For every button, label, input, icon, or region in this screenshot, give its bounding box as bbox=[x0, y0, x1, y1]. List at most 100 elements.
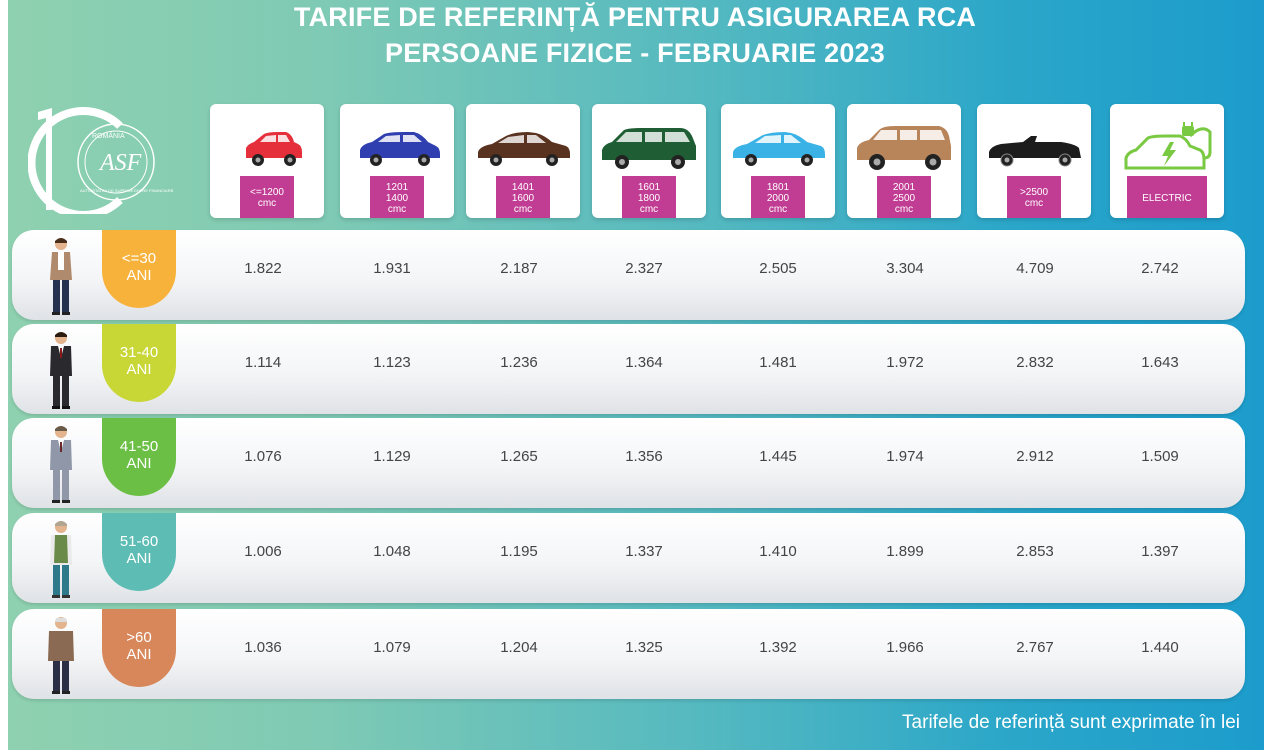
person-icon-row-4 bbox=[46, 519, 76, 599]
badge-line-2: 2000 bbox=[766, 192, 790, 204]
badge-line-1: 1401 bbox=[511, 181, 535, 193]
person-icon-row-5 bbox=[46, 615, 76, 695]
table-row-age-51-60: 51-60 ANI 1.006 1.048 1.195 1.337 1.410 … bbox=[12, 513, 1245, 603]
column-header-1401-1600: 1401 1600 cmc bbox=[466, 104, 580, 218]
rate-cell: 1.397 bbox=[1141, 543, 1179, 560]
minivan-icon bbox=[602, 128, 696, 169]
rate-cell: 1.931 bbox=[373, 260, 411, 277]
column-header-2001-2500: 2001 2500 cmc bbox=[847, 104, 961, 218]
age-tab: 31-40 ANI bbox=[102, 324, 176, 402]
rate-cell: 2.742 bbox=[1141, 260, 1179, 277]
rate-cell: 2.853 bbox=[1016, 543, 1054, 560]
rate-cell: 1.236 bbox=[500, 354, 538, 371]
table-row-age-41-50: 41-50 ANI 1.076 1.129 1.265 1.356 1.445 … bbox=[12, 418, 1245, 508]
column-header-1201-1400: 1201 1400 cmc bbox=[340, 104, 454, 218]
rate-cell: 1.643 bbox=[1141, 354, 1179, 371]
badge-line-1: ELECTRIC bbox=[1142, 192, 1192, 204]
convertible-car-icon bbox=[989, 136, 1081, 167]
age-range: 51-60 bbox=[119, 533, 159, 550]
capacity-badge: >2500 cmc bbox=[1007, 176, 1061, 218]
asf-10-logo-icon: ROMÂNIA ASF AUTORITATEA DE SUPRAVEGHERE … bbox=[27, 107, 174, 219]
rate-cell: 1.076 bbox=[244, 448, 282, 465]
age-unit: ANI bbox=[126, 455, 152, 472]
badge-line-2: 1600 bbox=[511, 192, 535, 204]
rate-cell: 1.972 bbox=[886, 354, 924, 371]
rate-cell: 1.114 bbox=[244, 354, 282, 371]
rate-cell: 1.129 bbox=[373, 448, 411, 465]
rate-cell: 1.079 bbox=[373, 639, 411, 656]
person-icon-row-2 bbox=[46, 330, 76, 410]
rate-cell: 1.974 bbox=[886, 448, 924, 465]
badge-line-3: cmc bbox=[639, 203, 659, 215]
title-line-2: PERSOANE FIZICE - FEBRUARIE 2023 bbox=[385, 38, 885, 68]
badge-line-2: 1800 bbox=[637, 192, 661, 204]
badge-line-3: cmc bbox=[768, 203, 788, 215]
rate-cell: 1.966 bbox=[886, 639, 924, 656]
badge-line-1: 2001 bbox=[892, 181, 916, 193]
age-range: <=30 bbox=[121, 250, 157, 267]
rate-cell: 2.505 bbox=[759, 260, 797, 277]
table-row-age-30: <=30 ANI 1.822 1.931 2.187 2.327 2.505 3… bbox=[12, 230, 1245, 320]
man-in-vest-icon bbox=[50, 521, 72, 598]
badge-line-2: 2500 bbox=[892, 192, 916, 204]
rate-cell: 2.187 bbox=[500, 260, 538, 277]
badge-line-2: cmc bbox=[257, 198, 277, 209]
rate-cell: 1.481 bbox=[759, 354, 797, 371]
column-header-1801-2000: 1801 2000 cmc bbox=[721, 104, 835, 218]
capacity-badge: <=1200 cmc bbox=[240, 176, 294, 218]
rate-cell: 1.410 bbox=[759, 543, 797, 560]
badge-line-1: >2500 bbox=[1019, 187, 1049, 198]
badge-line-2: 1400 bbox=[385, 192, 409, 204]
rate-cell: 1.509 bbox=[1141, 448, 1179, 465]
capacity-badge: 1801 2000 cmc bbox=[751, 176, 805, 218]
age-range: 41-50 bbox=[119, 438, 159, 455]
age-unit: ANI bbox=[126, 361, 152, 378]
rate-cell: 1.899 bbox=[886, 543, 924, 560]
age-tab: 51-60 ANI bbox=[102, 513, 176, 591]
compact-car-icon bbox=[360, 132, 440, 166]
suv-icon bbox=[857, 126, 951, 170]
badge-line-1: 1801 bbox=[766, 181, 790, 193]
young-man-icon bbox=[50, 238, 72, 315]
capacity-badge: 1201 1400 cmc bbox=[370, 176, 424, 218]
rate-cell: 1.337 bbox=[625, 543, 663, 560]
age-range: 31-40 bbox=[119, 344, 159, 361]
rate-cell: 1.195 bbox=[500, 543, 538, 560]
badge-line-3: cmc bbox=[513, 203, 533, 215]
sedan-car-icon bbox=[733, 132, 825, 166]
rate-cell: 1.123 bbox=[373, 354, 411, 371]
rate-cell: 1.325 bbox=[625, 639, 663, 656]
rate-cell: 1.036 bbox=[244, 639, 282, 656]
badge-line-3: cmc bbox=[894, 203, 914, 215]
age-tab: >60 ANI bbox=[102, 609, 176, 687]
badge-line-3: cmc bbox=[387, 203, 407, 215]
rate-cell: 2.832 bbox=[1016, 354, 1054, 371]
age-unit: ANI bbox=[126, 550, 152, 567]
title-line-1: TARIFE DE REFERINȚĂ PENTRU ASIGURAREA RC… bbox=[293, 2, 977, 32]
person-icon-row-1 bbox=[46, 236, 76, 316]
badge-line-1: <=1200 bbox=[250, 187, 284, 198]
rate-cell: 1.265 bbox=[500, 448, 538, 465]
elderly-man-icon bbox=[48, 617, 74, 694]
man-in-suit-icon bbox=[50, 332, 72, 409]
small-hatchback-icon bbox=[246, 132, 302, 166]
rate-cell: 4.709 bbox=[1016, 260, 1054, 277]
column-header-1200: <=1200 cmc bbox=[210, 104, 324, 218]
rate-cell: 1.445 bbox=[759, 448, 797, 465]
rate-cell: 2.912 bbox=[1016, 448, 1054, 465]
table-row-age-60-plus: >60 ANI 1.036 1.079 1.204 1.325 1.392 1.… bbox=[12, 609, 1245, 699]
badge-line-2: cmc bbox=[1024, 198, 1044, 209]
person-icon-row-3 bbox=[46, 424, 76, 504]
capacity-badge: 1601 1800 cmc bbox=[622, 176, 676, 218]
age-range: >60 bbox=[126, 629, 152, 646]
rate-cell: 1.364 bbox=[625, 354, 663, 371]
rate-cell: 1.392 bbox=[759, 639, 797, 656]
left-frame bbox=[0, 0, 8, 750]
column-header-2500: >2500 cmc bbox=[977, 104, 1091, 218]
logo-inner-text: AUTORITATEA DE SUPRAVEGHERE FINANCIARĂ bbox=[80, 188, 174, 193]
asf-logo: ROMÂNIA ASF AUTORITATEA DE SUPRAVEGHERE … bbox=[27, 104, 208, 219]
logo-arc-text: ROMÂNIA bbox=[92, 131, 125, 140]
middle-aged-man-icon bbox=[50, 426, 72, 503]
age-unit: ANI bbox=[126, 267, 152, 284]
rate-cell: 1.204 bbox=[500, 639, 538, 656]
